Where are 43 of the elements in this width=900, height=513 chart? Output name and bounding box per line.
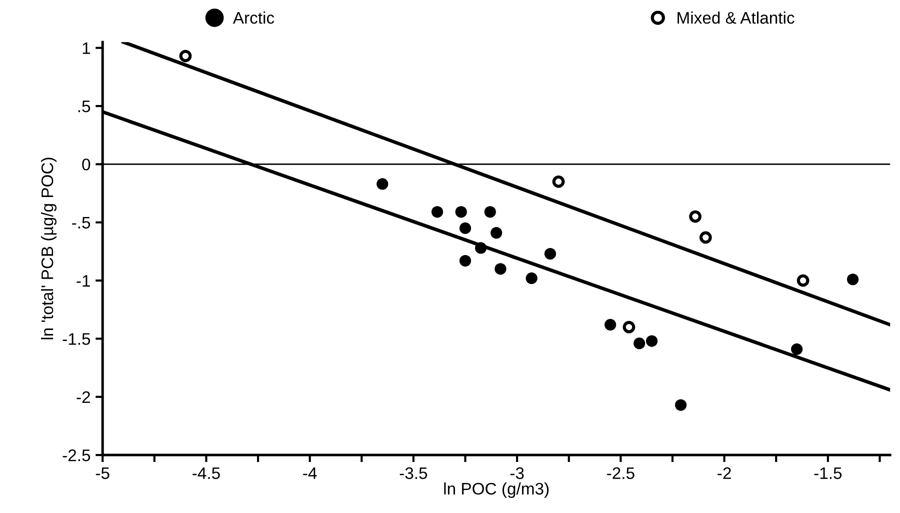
x-tick-label: -4.5 bbox=[192, 467, 220, 480]
x-tick-label: -5 bbox=[96, 467, 110, 480]
point bbox=[459, 222, 472, 234]
y-tick-label: 0 bbox=[82, 158, 90, 170]
y-axis-title: ln 'total' PCB (µg/g POC) bbox=[40, 158, 57, 340]
point bbox=[846, 274, 859, 286]
point bbox=[791, 343, 803, 355]
point bbox=[604, 318, 616, 331]
y-tick-label: -1.5 bbox=[62, 333, 90, 345]
y-tick-label: -.5 bbox=[72, 216, 90, 229]
point bbox=[484, 206, 496, 218]
point bbox=[622, 320, 636, 334]
point bbox=[179, 50, 192, 62]
point bbox=[431, 206, 444, 218]
y-tick-label: -2.5 bbox=[62, 449, 90, 462]
point bbox=[552, 175, 565, 188]
y-tick-label: .5 bbox=[78, 100, 90, 112]
point bbox=[526, 272, 538, 284]
point bbox=[796, 274, 810, 287]
legend-label: Mixed & Atlantic bbox=[678, 12, 794, 24]
x-tick-label: -3 bbox=[510, 467, 524, 480]
y-tick-label: -2 bbox=[76, 391, 90, 403]
point bbox=[490, 227, 502, 239]
point bbox=[459, 254, 472, 267]
y-tick-label: -1 bbox=[76, 275, 90, 287]
x-axis-title: ln POC (g/m3) bbox=[444, 482, 549, 498]
x-tick-label: -4 bbox=[303, 467, 317, 479]
x-tick-label: -2.5 bbox=[607, 467, 634, 480]
y-tick-label: 1 bbox=[82, 42, 90, 54]
point bbox=[674, 399, 687, 411]
point bbox=[455, 206, 467, 218]
x-tick-label: -2 bbox=[718, 467, 731, 479]
point bbox=[494, 263, 506, 275]
point bbox=[474, 242, 487, 254]
point bbox=[646, 335, 658, 347]
point bbox=[544, 248, 556, 260]
point bbox=[689, 210, 702, 223]
x-tick-label: -1.5 bbox=[814, 467, 842, 480]
point bbox=[376, 178, 388, 190]
point bbox=[699, 231, 712, 244]
legend-label: Arctic bbox=[232, 12, 274, 24]
point bbox=[634, 338, 646, 350]
x-tick-label: -3.5 bbox=[400, 467, 428, 480]
